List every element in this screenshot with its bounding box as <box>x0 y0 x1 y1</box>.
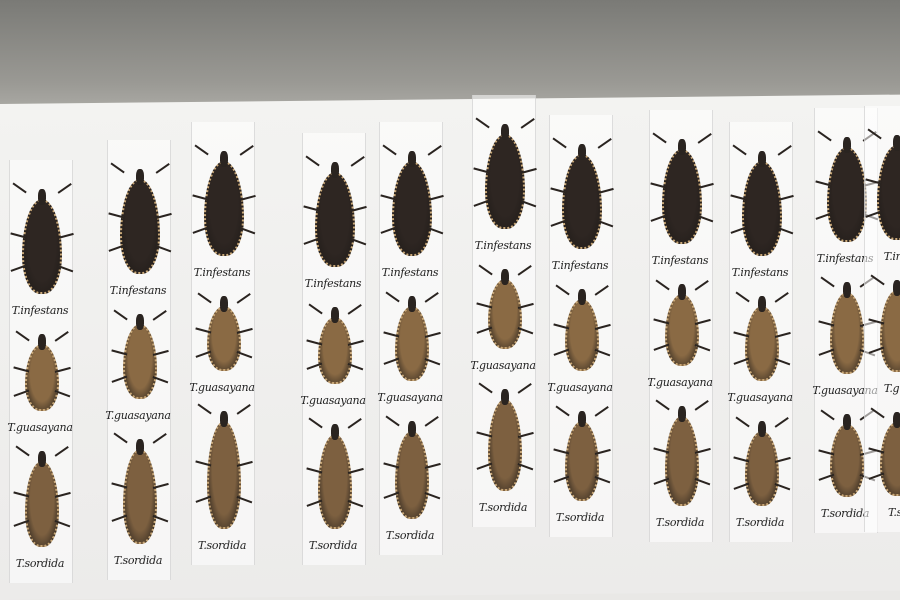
species-label: T.sordida <box>735 516 785 529</box>
species-label: T.infestans <box>11 304 69 317</box>
specimen-infestans <box>550 137 614 249</box>
species-label: T.guasayana <box>727 391 793 404</box>
specimen-guasayana <box>733 291 791 381</box>
species-label: T.guasayana <box>105 409 171 422</box>
specimen-guasayana <box>111 309 169 399</box>
specimen-guasayana <box>306 303 364 384</box>
specimen-guasayana <box>476 265 534 349</box>
species-label: T.guasayana <box>300 394 366 407</box>
specimen-guasayana <box>383 291 441 381</box>
species-label: T.guasayana <box>547 381 613 394</box>
specimen-sordida <box>733 416 791 506</box>
species-label: T.guasayana <box>647 376 713 389</box>
species-label: T.sordida <box>113 554 163 567</box>
specimen-sordida <box>111 432 169 544</box>
specimen-guasayana <box>553 285 611 371</box>
species-label: T.infestans <box>304 277 362 290</box>
species-label: T.guasayana <box>470 359 536 372</box>
specimen-guasayana <box>818 277 876 374</box>
species-label: T.guasayana <box>377 391 443 404</box>
specimen-sordida <box>553 406 611 501</box>
species-label: T.sordida <box>197 539 247 552</box>
specimen-infestans <box>730 144 794 256</box>
species-label: T.guasayana <box>812 384 878 397</box>
specimen-guasayana <box>653 280 711 366</box>
species-label: T.sordida <box>478 501 528 514</box>
specimen-sordida <box>818 410 876 497</box>
species-label: T.gu <box>883 382 900 395</box>
specimen-infestans <box>10 182 74 294</box>
species-label: T.infestans <box>551 259 609 272</box>
specimen-infestans <box>303 155 367 267</box>
specimen-guasayana <box>13 330 71 411</box>
species-label: T.sordida <box>655 516 705 529</box>
specimen-infestans <box>380 144 444 256</box>
specimen-sordida <box>653 400 711 506</box>
specimen-sordida <box>383 415 441 519</box>
species-label: T.infestans <box>109 284 167 297</box>
specimen-sordida <box>195 403 253 529</box>
specimen-sordida <box>476 383 534 491</box>
species-label: T.sordida <box>308 539 358 552</box>
species-label: T.infestans <box>474 239 532 252</box>
species-label: T.infestans <box>193 266 251 279</box>
species-label: T.s <box>888 506 900 519</box>
species-label: T.infestans <box>816 252 874 265</box>
specimen-infestans <box>108 162 172 274</box>
specimen-sordida <box>13 445 71 547</box>
species-label: T.infestans <box>731 266 789 279</box>
specimen-infestans <box>192 144 256 256</box>
species-label: T.guasayana <box>189 381 255 394</box>
specimen-infestans <box>473 117 537 229</box>
species-label: T.infestans <box>381 266 439 279</box>
species-label: T.sordida <box>15 557 65 570</box>
species-label: T.inf <box>883 250 900 263</box>
specimen-guasayana <box>195 292 253 371</box>
species-label: T.guasayana <box>7 421 73 434</box>
specimen-sordida <box>306 417 364 529</box>
species-label: T.sordida <box>820 507 870 520</box>
species-label: T.sordida <box>385 529 435 542</box>
specimen-infestans <box>650 132 714 244</box>
species-label: T.infestans <box>651 254 709 267</box>
species-label: T.sordida <box>555 511 605 524</box>
